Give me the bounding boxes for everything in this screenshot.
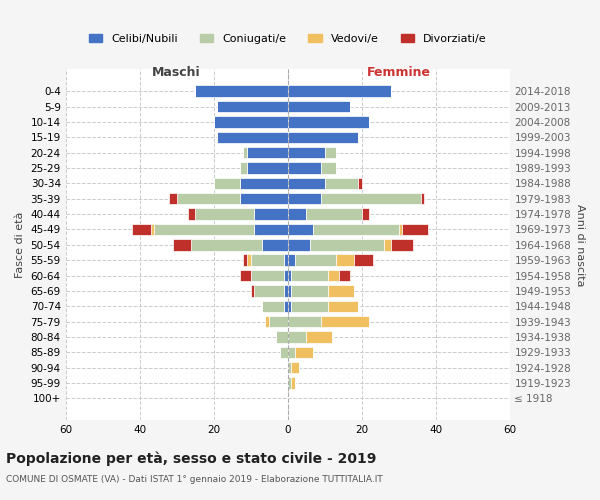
Bar xyxy=(287,239,310,250)
Bar xyxy=(169,193,176,204)
Bar xyxy=(191,239,262,250)
Bar xyxy=(384,239,391,250)
Bar xyxy=(214,178,239,189)
Bar xyxy=(247,162,287,174)
Bar xyxy=(287,346,295,358)
Bar xyxy=(262,239,287,250)
Bar xyxy=(239,162,247,174)
Bar xyxy=(291,300,328,312)
Bar xyxy=(269,316,287,328)
Bar xyxy=(306,208,362,220)
Bar xyxy=(173,239,191,250)
Bar xyxy=(358,178,362,189)
Text: Femmine: Femmine xyxy=(367,66,431,79)
Bar xyxy=(132,224,151,235)
Bar xyxy=(295,254,335,266)
Bar xyxy=(340,270,350,281)
Bar xyxy=(291,270,328,281)
Bar xyxy=(354,254,373,266)
Legend: Celibi/Nubili, Coniugati/e, Vedovi/e, Divorziati/e: Celibi/Nubili, Coniugati/e, Vedovi/e, Di… xyxy=(84,30,491,48)
Bar xyxy=(391,239,413,250)
Bar xyxy=(287,224,313,235)
Bar xyxy=(247,254,251,266)
Bar xyxy=(265,316,269,328)
Bar xyxy=(243,147,247,158)
Bar xyxy=(291,378,295,389)
Bar xyxy=(176,193,239,204)
Bar xyxy=(251,270,284,281)
Bar xyxy=(239,270,251,281)
Bar xyxy=(291,285,328,296)
Bar xyxy=(195,86,287,97)
Bar xyxy=(325,178,358,189)
Bar xyxy=(287,86,391,97)
Bar xyxy=(262,300,284,312)
Bar xyxy=(287,101,350,112)
Bar xyxy=(362,208,369,220)
Bar xyxy=(284,270,287,281)
Bar xyxy=(214,116,287,128)
Text: Popolazione per età, sesso e stato civile - 2019: Popolazione per età, sesso e stato civil… xyxy=(6,451,376,466)
Bar xyxy=(284,300,287,312)
Text: COMUNE DI OSMATE (VA) - Dati ISTAT 1° gennaio 2019 - Elaborazione TUTTITALIA.IT: COMUNE DI OSMATE (VA) - Dati ISTAT 1° ge… xyxy=(6,476,383,484)
Y-axis label: Fasce di età: Fasce di età xyxy=(15,212,25,278)
Bar xyxy=(287,270,291,281)
Bar xyxy=(287,162,321,174)
Bar xyxy=(287,316,321,328)
Bar xyxy=(287,178,325,189)
Bar xyxy=(291,362,299,374)
Bar xyxy=(284,254,287,266)
Bar xyxy=(247,147,287,158)
Bar xyxy=(217,101,287,112)
Bar xyxy=(287,193,321,204)
Bar xyxy=(328,300,358,312)
Bar xyxy=(154,224,254,235)
Bar xyxy=(251,285,254,296)
Bar xyxy=(402,224,428,235)
Bar xyxy=(287,331,306,343)
Bar xyxy=(321,316,369,328)
Y-axis label: Anni di nascita: Anni di nascita xyxy=(575,204,585,286)
Bar xyxy=(239,193,287,204)
Bar xyxy=(287,285,291,296)
Bar xyxy=(287,300,291,312)
Bar xyxy=(280,346,287,358)
Bar xyxy=(328,285,354,296)
Bar xyxy=(325,147,335,158)
Bar xyxy=(188,208,195,220)
Bar xyxy=(254,224,287,235)
Bar xyxy=(287,378,291,389)
Bar xyxy=(284,285,287,296)
Bar xyxy=(151,224,154,235)
Bar xyxy=(243,254,247,266)
Text: Maschi: Maschi xyxy=(152,66,201,79)
Bar xyxy=(287,254,295,266)
Bar xyxy=(421,193,424,204)
Bar xyxy=(277,331,287,343)
Bar xyxy=(251,254,284,266)
Bar xyxy=(310,239,384,250)
Bar xyxy=(254,285,284,296)
Bar xyxy=(321,193,421,204)
Bar xyxy=(287,147,325,158)
Bar xyxy=(398,224,402,235)
Bar xyxy=(328,270,340,281)
Bar xyxy=(287,362,291,374)
Bar xyxy=(295,346,313,358)
Bar xyxy=(321,162,335,174)
Bar xyxy=(287,116,369,128)
Bar xyxy=(287,208,306,220)
Bar xyxy=(313,224,398,235)
Bar xyxy=(306,331,332,343)
Bar xyxy=(195,208,254,220)
Bar xyxy=(217,132,287,143)
Bar xyxy=(287,132,358,143)
Bar xyxy=(239,178,287,189)
Bar xyxy=(254,208,287,220)
Bar xyxy=(335,254,354,266)
